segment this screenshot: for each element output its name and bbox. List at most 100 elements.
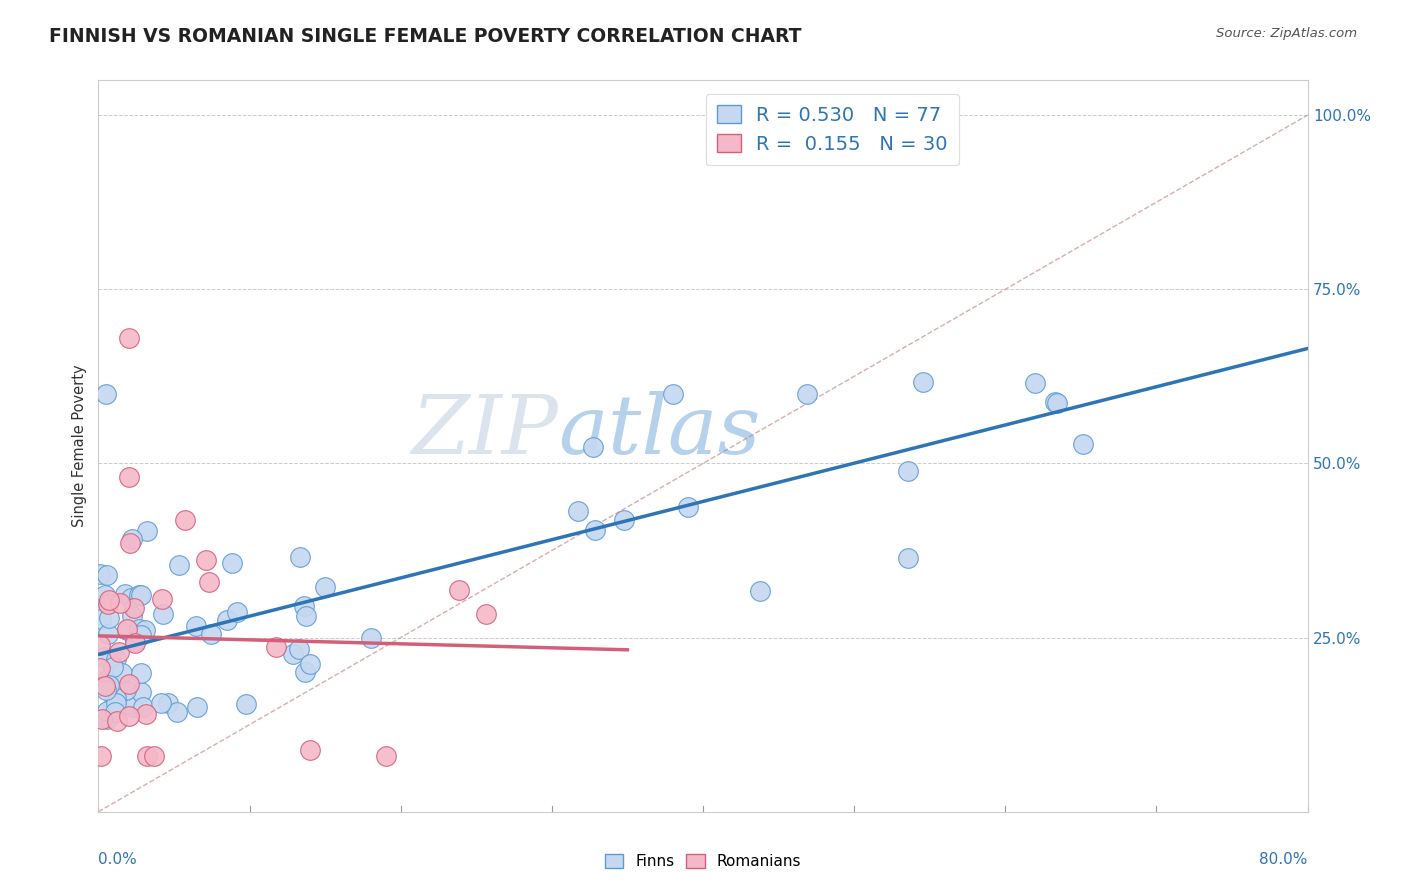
Point [288,641,311,656]
Point [131,700,153,714]
Point [89,566,111,581]
Point [96,712,118,726]
Point [264,640,287,654]
Point [94,386,117,401]
Point [897,464,920,478]
Point [128,589,150,603]
Point [198,574,221,589]
Point [118,677,141,691]
Text: atlas: atlas [558,392,761,471]
Point [167,558,190,572]
Point [90,749,112,764]
Point [118,470,141,484]
Point [96,682,118,697]
Point [94,588,117,602]
Point [613,513,636,527]
Point [121,532,143,546]
Point [127,626,149,640]
Point [186,699,208,714]
Point [200,627,222,641]
Point [226,605,249,619]
Point [101,660,124,674]
Point [149,696,172,710]
Point [97,597,120,611]
Point [97,678,120,692]
Point [295,608,318,623]
Point [93,649,115,664]
Point [299,657,322,672]
Point [104,696,127,710]
Point [97,593,120,607]
Point [676,500,699,515]
Point [120,535,142,549]
Point [135,524,157,538]
Point [135,707,157,722]
Point [283,647,305,661]
Point [1045,396,1067,410]
Point [290,550,312,565]
Point [474,607,496,621]
Point [89,661,111,675]
Point [567,504,589,518]
Point [104,705,127,719]
Point [1043,395,1066,409]
Point [105,652,128,666]
Point [186,619,208,633]
Point [292,599,315,613]
Point [374,749,396,764]
Point [124,600,146,615]
Point [912,375,935,389]
Point [89,638,111,652]
Point [221,556,243,570]
Point [129,666,152,681]
Text: FINNISH VS ROMANIAN SINGLE FEMALE POVERTY CORRELATION CHART: FINNISH VS ROMANIAN SINGLE FEMALE POVERT… [49,27,801,45]
Point [152,607,174,621]
Point [118,331,141,345]
Point [314,580,336,594]
Y-axis label: Single Female Poverty: Single Female Poverty [72,365,87,527]
Point [360,631,382,645]
Point [449,582,471,597]
Text: ZIP: ZIP [411,392,558,471]
Point [128,622,150,636]
Point [129,628,152,642]
Point [96,568,118,582]
Point [174,513,197,527]
Point [124,633,146,648]
Point [108,596,131,610]
Point [583,523,606,537]
Point [157,696,180,710]
Point [150,592,173,607]
Point [1073,437,1095,451]
Point [749,584,772,599]
Point [96,704,118,718]
Point [111,666,134,681]
Point [115,623,138,637]
Point [105,690,128,705]
Text: Source: ZipAtlas.com: Source: ZipAtlas.com [1216,27,1357,40]
Point [121,609,143,624]
Point [143,749,166,764]
Point [90,712,112,726]
Text: 80.0%: 80.0% [1260,852,1308,867]
Point [166,706,188,720]
Point [897,550,920,565]
Point [97,611,120,625]
Point [118,709,141,723]
Point [194,553,217,567]
Point [117,622,139,636]
Point [217,613,239,627]
Point [89,601,111,615]
Point [129,684,152,698]
Point [94,679,117,693]
Point [582,440,605,454]
Point [120,591,142,605]
Point [1024,376,1046,391]
Point [90,612,112,626]
Text: 0.0%: 0.0% [98,852,138,867]
Point [235,698,257,712]
Point [108,645,131,659]
Point [114,587,136,601]
Point [661,386,683,401]
Point [298,743,321,757]
